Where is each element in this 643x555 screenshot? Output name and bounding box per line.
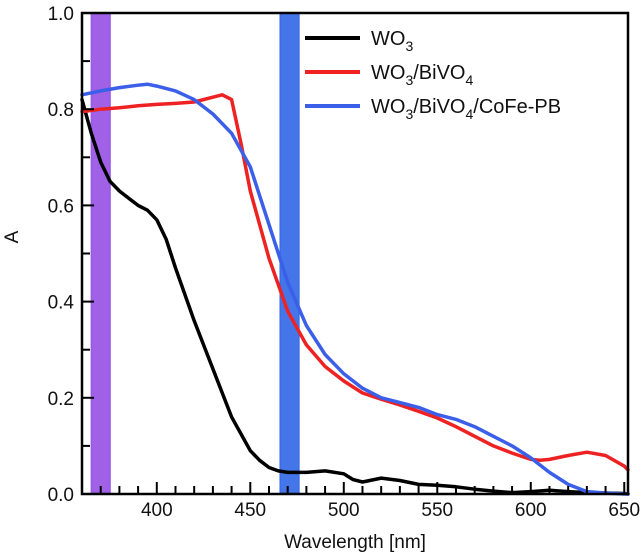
legend-label-1: WO3	[371, 28, 413, 54]
y-tick-label: 0.6	[48, 196, 74, 217]
x-tick-label: 600	[515, 500, 547, 521]
legend: WO3 WO3/BiVO4 WO3/BiVO4/CoFe-PB	[305, 28, 561, 122]
y-tick-label: 0.2	[48, 389, 74, 410]
highlight-band-2	[279, 12, 300, 495]
series-line-2	[80, 93, 630, 472]
series-line-3	[80, 82, 630, 496]
y-tick-label: 0.0	[48, 485, 74, 506]
x-axis-ticks: 400 450 500 550 600 650	[99, 482, 640, 521]
legend-label-3: WO3/BiVO4/CoFe-PB	[371, 96, 561, 122]
x-tick-label: 650	[608, 500, 640, 521]
y-tick-label: 0.4	[48, 293, 75, 314]
y-axis-label: A	[2, 230, 23, 243]
x-tick-label: 400	[141, 500, 173, 521]
y-tick-label: 1.0	[48, 4, 74, 25]
y-tick-label: 0.8	[48, 100, 74, 121]
highlight-bands	[90, 12, 300, 495]
plot-frame	[80, 11, 630, 496]
y-axis-ticks: 0.0 0.2 0.4 0.6 0.8 1.0	[48, 4, 94, 506]
x-axis-label: Wavelength [nm]	[284, 532, 426, 553]
series-lines	[80, 82, 630, 496]
series-line-1	[80, 97, 630, 496]
x-tick-label: 500	[328, 500, 360, 521]
x-tick-label: 450	[234, 500, 266, 521]
highlight-band-1	[90, 12, 111, 495]
x-tick-label: 550	[421, 500, 453, 521]
legend-label-2: WO3/BiVO4	[371, 62, 473, 88]
